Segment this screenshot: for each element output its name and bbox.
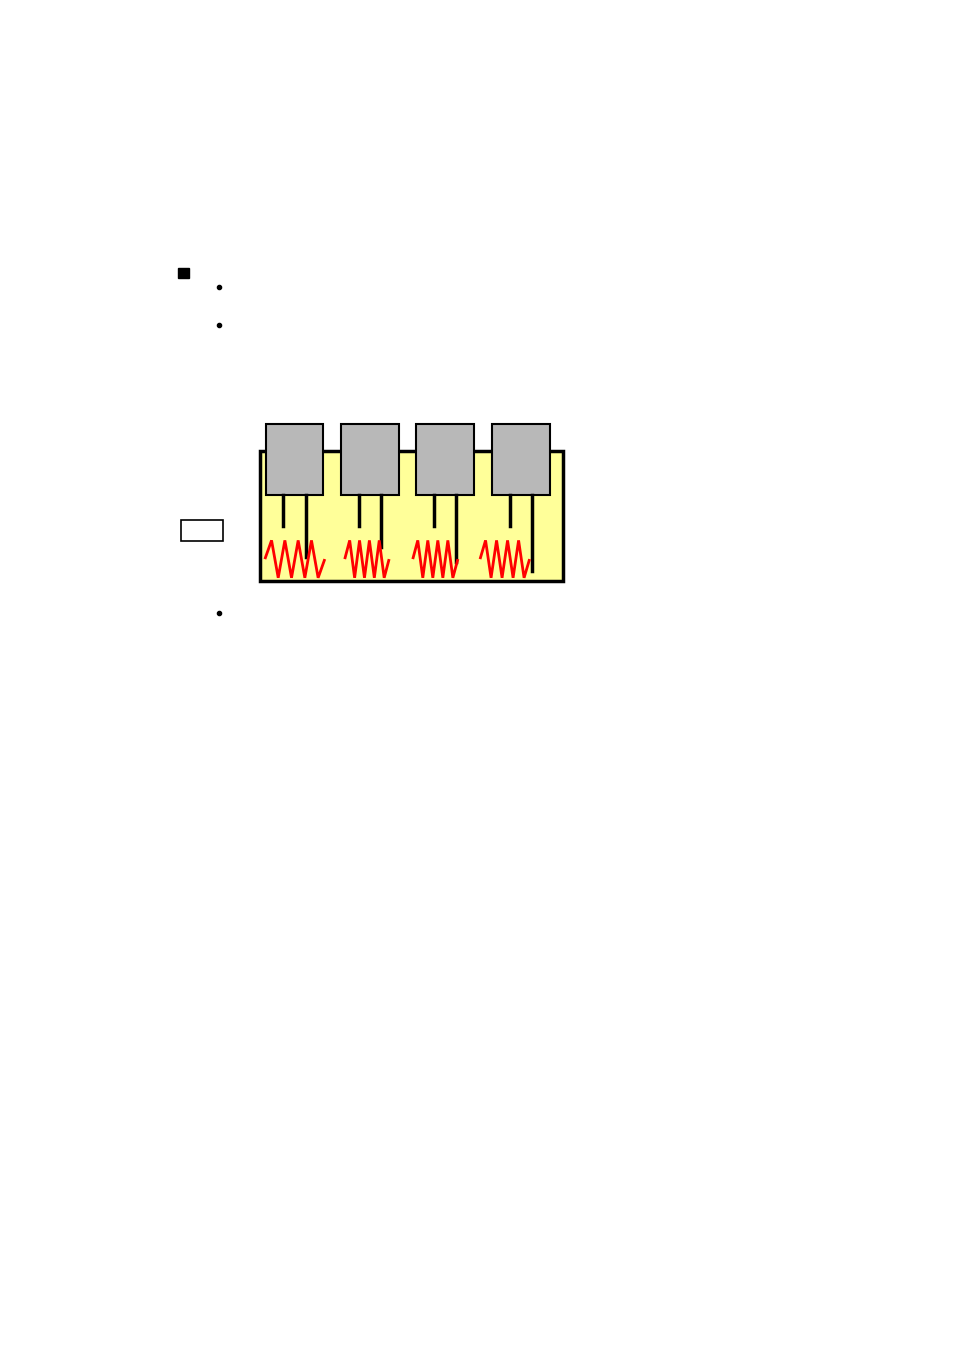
Bar xyxy=(265,424,323,494)
Bar xyxy=(416,424,474,494)
Bar xyxy=(341,424,398,494)
Bar xyxy=(178,269,189,278)
Bar xyxy=(180,520,223,541)
Bar xyxy=(259,451,562,580)
Bar xyxy=(492,424,549,494)
